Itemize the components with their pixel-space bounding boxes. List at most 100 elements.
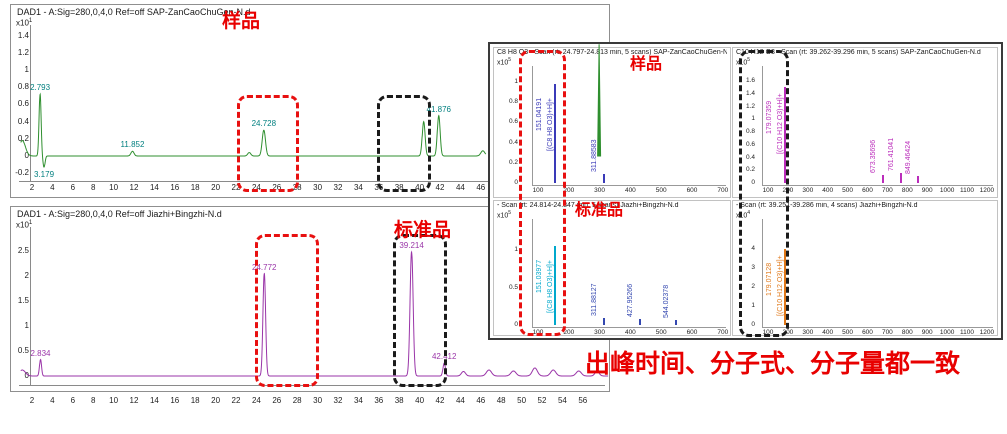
x-tick-label: 32 — [333, 396, 343, 405]
y-unit-exponent: 5 — [508, 57, 512, 63]
y-tick-label: 2.5 — [17, 246, 29, 255]
peak-rt-label: 2.793 — [30, 83, 51, 93]
chromatogram-title: DAD1 - A:Sig=280,0,4,0 Ref=off Jiazhi+Bi… — [17, 209, 222, 219]
peak-mz-label: 427.95266 — [627, 283, 634, 317]
x-axis-line — [532, 185, 726, 186]
ms-panel-sample-c10h12o3: C10 H12 O3 - Scan (rt: 39.262-39.296 min… — [732, 47, 998, 198]
x-tick-label: 40 — [415, 183, 425, 192]
x-tick-label: 200 — [563, 187, 575, 194]
x-tick-label: 44 — [455, 396, 465, 405]
spectrum-peak — [603, 173, 606, 183]
ms-title: - Scan (rt: 24.814-24.847 min, 5 scans) … — [497, 202, 679, 209]
chromatogram-trace — [20, 250, 609, 377]
y-tick-label: 1.2 — [17, 47, 29, 57]
x-tick-label: 900 — [921, 329, 933, 336]
y-tick-label: 3 — [751, 264, 755, 271]
x-tick-label: 40 — [415, 396, 425, 405]
x-tick-label: 900 — [921, 187, 933, 194]
y-tick-label: 0.8 — [17, 82, 29, 92]
x-tick-label: 24 — [251, 396, 261, 405]
y-tick-label: 2 — [24, 271, 29, 280]
x-tick-label: 1100 — [960, 187, 974, 194]
x-tick-label: 2 — [29, 183, 35, 192]
y-tick-label: 0.5 — [17, 346, 29, 355]
x-tick-label: 26 — [272, 183, 282, 192]
y-tick-label: 0 — [751, 179, 755, 186]
y-tick-label: 0.2 — [745, 166, 755, 174]
highlight-box-red-sample-peak — [237, 95, 299, 192]
x-tick-label: 500 — [655, 329, 667, 336]
spectrum-peak — [917, 175, 920, 183]
x-tick-label: 12 — [129, 183, 139, 192]
x-tick-label: 44 — [455, 183, 465, 192]
x-tick-label: 48 — [496, 396, 506, 405]
peak-rt-label: 3.179 — [34, 170, 55, 180]
y-axis-line — [762, 219, 763, 327]
x-tick-label: 600 — [686, 329, 698, 336]
x-tick-label: 300 — [802, 329, 814, 336]
y-axis-line — [532, 66, 533, 185]
x-tick-label: 800 — [901, 187, 913, 194]
y-tick-label: 1.4 — [17, 30, 29, 40]
x-tick-label: 8 — [90, 183, 96, 192]
x-tick-label: 24 — [251, 183, 261, 192]
highlight-box-red-ms-column — [519, 50, 566, 336]
y-tick-label: 0 — [514, 179, 518, 186]
y-tick-label: 1 — [514, 246, 518, 253]
y-tick-label: 0.4 — [508, 138, 518, 146]
x-tick-label: 36 — [374, 396, 384, 405]
y-unit-base: x10 — [16, 220, 29, 230]
peak-mz-label: 673.35696 — [870, 139, 878, 173]
x-tick-label: 22 — [231, 183, 241, 192]
x-tick-label: 32 — [333, 183, 343, 192]
x-tick-label: 700 — [717, 187, 729, 194]
x-tick-label: 8 — [90, 396, 96, 405]
x-tick-label: 10 — [109, 396, 119, 405]
x-tick-label: 46 — [476, 396, 486, 405]
y-unit-exponent: 4 — [747, 210, 751, 216]
y-tick-label: 1.2 — [745, 102, 755, 110]
highlight-box-black-sample-peak — [377, 95, 431, 192]
x-axis-line — [532, 327, 726, 328]
x-tick-label: 500 — [842, 187, 854, 194]
x-tick-label: 4 — [50, 183, 55, 192]
x-tick-label: 500 — [655, 187, 667, 194]
y-tick-label: 0.6 — [17, 99, 29, 109]
y-tick-label: 0.4 — [17, 116, 29, 126]
spectrum-peak — [553, 246, 556, 325]
y-tick-label: 1.4 — [745, 89, 755, 97]
y-axis-line — [30, 227, 31, 385]
spectrum-peak — [783, 249, 786, 325]
y-tick-label: 0.2 — [17, 133, 29, 143]
y-axis-unit: x105 — [497, 210, 511, 219]
x-tick-label: 500 — [842, 329, 854, 336]
x-tick-label: 52 — [537, 396, 547, 405]
spectrum-peak — [674, 320, 677, 325]
x-tick-label: 2 — [29, 396, 35, 405]
y-tick-label: 0.8 — [745, 128, 755, 135]
x-tick-label: 22 — [231, 396, 241, 405]
peak-mz-label: 311.88127 — [591, 282, 599, 316]
ms-inset-panel: C8 H8 O3 - Scan (rt: 24.797-24.813 min, … — [488, 42, 1003, 340]
x-tick-label: 56 — [578, 396, 588, 405]
x-tick-label: 700 — [881, 329, 893, 336]
x-tick-label: 38 — [394, 183, 404, 192]
x-tick-label: 30 — [313, 183, 323, 192]
y-tick-label: 0 — [24, 371, 29, 380]
x-tick-label: 300 — [594, 329, 606, 336]
x-tick-label: 14 — [149, 396, 159, 405]
peak-rt-label: 2.834 — [30, 348, 51, 358]
ms-panel-sample-c8h8o3: C8 H8 O3 - Scan (rt: 24.797-24.813 min, … — [493, 47, 731, 198]
x-tick-label: 800 — [901, 329, 913, 336]
y-tick-label: 0.6 — [508, 118, 518, 126]
x-tick-label: 20 — [211, 396, 221, 405]
y-unit-exponent: 5 — [747, 57, 751, 63]
x-tick-label: 30 — [313, 396, 323, 405]
spectrum-peak — [899, 172, 902, 183]
peak-rt-label: 41.876 — [426, 104, 451, 114]
y-tick-label: 1 — [24, 321, 29, 330]
x-tick-label: 16 — [170, 183, 180, 192]
y-tick-label: 0.5 — [508, 283, 518, 291]
y-tick-label: 0.2 — [508, 158, 518, 166]
